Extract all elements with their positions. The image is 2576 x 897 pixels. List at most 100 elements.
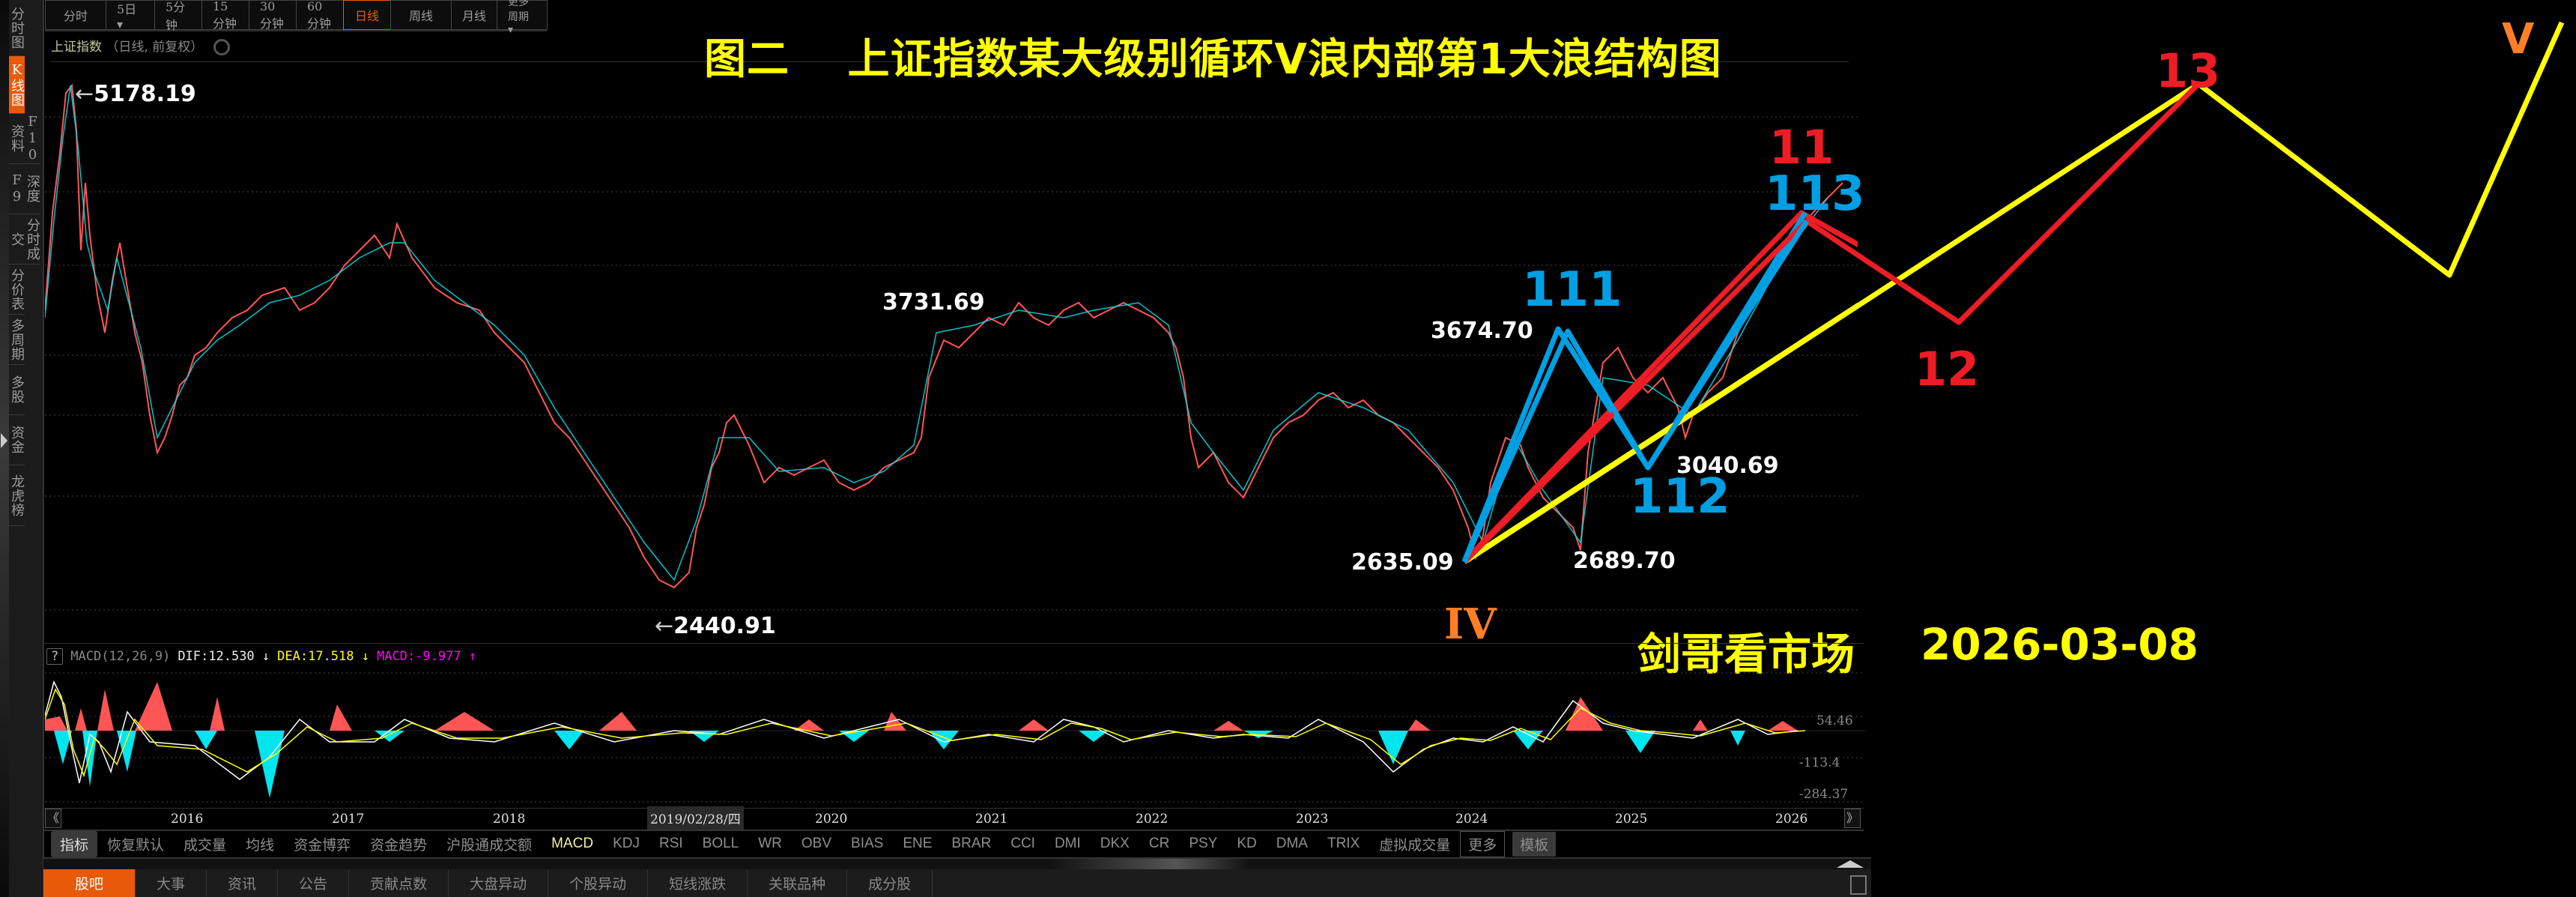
indicator-cci[interactable]: CCI — [1010, 836, 1035, 851]
indicator-kd[interactable]: KD — [1237, 836, 1257, 851]
period-5day[interactable]: 5日 ▾ — [106, 0, 155, 31]
macd-name: MACD(12,26,9) — [70, 649, 171, 664]
wave-label-113: 113 — [1765, 166, 1865, 222]
period-daily[interactable]: 日线 — [343, 0, 391, 30]
macd-axis-label: 54.46 — [1816, 713, 1853, 728]
indicator-trix[interactable]: TRIX — [1327, 836, 1360, 851]
period-5min[interactable]: 5分钟 — [154, 0, 202, 32]
year-tick: 2021 — [975, 812, 1008, 827]
gear-icon[interactable] — [213, 39, 230, 55]
indicator-more-button[interactable]: 更多 — [1460, 830, 1506, 857]
price-label-3040: 3040.69 — [1676, 453, 1779, 479]
period-monthly[interactable]: 月线 — [451, 0, 497, 30]
instrument-name: 上证指数 — [51, 40, 102, 55]
wave-label-V: V — [2502, 15, 2535, 64]
year-tick: 2024 — [1455, 812, 1488, 827]
price-label-3674: 3674.70 — [1431, 318, 1533, 344]
left-collapse-strip[interactable] — [0, 0, 9, 897]
dock-icon[interactable] — [1850, 875, 1867, 895]
indicator-capital-game[interactable]: 资金博弈 — [294, 837, 351, 854]
indicator-rsi[interactable]: RSI — [658, 836, 683, 851]
chart-title: 图二 上证指数某大级别循环Ⅴ浪内部第1大浪结构图 — [704, 35, 1722, 84]
year-tick: 2023 — [1296, 812, 1329, 827]
tab-contribution[interactable]: 贡献点数 — [349, 869, 449, 897]
period-more-dropdown[interactable]: 更多周期 ▾ — [497, 0, 548, 36]
indicator-ma[interactable]: 均线 — [246, 837, 275, 854]
tab-stock-movement[interactable]: 个股异动 — [548, 869, 649, 897]
period-weekly[interactable]: 周线 — [390, 0, 452, 30]
indicator-boll[interactable]: BOLL — [702, 836, 739, 851]
tab-announcements[interactable]: 公告 — [278, 869, 350, 897]
indicator-hkconnect[interactable]: 沪股通成交额 — [446, 837, 533, 854]
macd-header: ? MACD(12,26,9) DIF:12.530 ↓ DEA:17.518 … — [46, 648, 476, 665]
wave-label-12: 12 — [1915, 342, 1980, 396]
tab-news[interactable]: 资讯 — [207, 869, 279, 897]
indicator-tab-main[interactable]: 指标 — [51, 830, 98, 857]
price-label-2440: ←2440.91 — [655, 613, 776, 639]
indicator-ene[interactable]: ENE — [903, 836, 933, 851]
indicator-dma[interactable]: DMA — [1276, 836, 1308, 851]
sidebar-item-price-table[interactable]: 分价表 — [9, 265, 25, 315]
wave-label-13: 13 — [2156, 43, 2221, 98]
wave-label-11: 11 — [1769, 120, 1834, 175]
indicator-wr[interactable]: WR — [758, 836, 782, 851]
bottom-tabs: 股吧 大事 资讯 公告 贡献点数 大盘异动 个股异动 短线涨跌 关联品种 成分股 — [43, 869, 1871, 897]
price-series — [45, 83, 1843, 589]
sidebar-item-f9[interactable]: 深度F9 — [9, 164, 40, 214]
indicator-kdj[interactable]: KDJ — [613, 836, 640, 851]
panel-splitter[interactable] — [43, 859, 1871, 869]
indicator-reset[interactable]: 恢复默认 — [107, 837, 165, 854]
collapse-up-icon[interactable] — [1837, 860, 1864, 868]
indicator-cr[interactable]: CR — [1148, 836, 1170, 851]
period-toolbar: 分时 5日 ▾ 5分钟 15分钟 30分钟 60分钟 日线 周线 月线 更多周期… — [45, 0, 548, 36]
period-timeshare[interactable]: 分时 — [45, 0, 106, 30]
indicator-capital-trend[interactable]: 资金趋势 — [370, 837, 428, 854]
indicator-dmi[interactable]: DMI — [1054, 836, 1081, 851]
year-tick: 2020 — [815, 812, 848, 827]
wave-label-112: 112 — [1630, 469, 1730, 525]
tab-guba[interactable]: 股吧 — [43, 869, 136, 897]
indicator-bias[interactable]: BIAS — [851, 836, 884, 851]
price-label-3731: 3731.69 — [882, 289, 985, 315]
indicator-obv[interactable]: OBV — [801, 836, 832, 851]
tab-market-movement[interactable]: 大盘异动 — [449, 869, 549, 897]
time-axis[interactable]: 《 2016 2017 2018 20 2019/02/28/四 2020 20… — [43, 806, 1864, 831]
chart-caption: 上证指数 （日线, 前复权） — [51, 36, 230, 55]
indicator-brar[interactable]: BRAR — [951, 836, 992, 851]
scroll-right-button[interactable]: 》 — [1844, 809, 1861, 828]
indicator-bar: 指标 恢复默认 成交量 均线 资金博弈 资金趋势 沪股通成交额 MACD KDJ… — [43, 830, 1871, 859]
indicator-psy[interactable]: PSY — [1189, 836, 1218, 851]
period-15min[interactable]: 15分钟 — [201, 0, 249, 31]
year-tick: 2025 — [1615, 812, 1648, 827]
indicator-macd[interactable]: MACD — [551, 836, 594, 851]
macd-value: MACD:-9.977 ↑ — [376, 649, 477, 664]
indicator-volume[interactable]: 成交量 — [184, 837, 227, 854]
sidebar-item-capital[interactable]: 资金 — [9, 415, 25, 465]
tab-constituents[interactable]: 成分股 — [847, 869, 933, 897]
divider — [43, 643, 1864, 644]
scroll-left-button[interactable]: 《 — [45, 809, 61, 828]
macd-chart[interactable] — [45, 667, 1865, 806]
sidebar-item-multi-stock[interactable]: 多股 — [9, 365, 25, 415]
indicator-dkx[interactable]: DKX — [1100, 836, 1130, 851]
price-label-5178: ←5178.19 — [75, 81, 196, 107]
wave-label-IV: IV — [1444, 599, 1497, 649]
year-tick: 2022 — [1136, 812, 1169, 827]
author-label: 剑哥看市场 — [1637, 629, 1855, 680]
tab-events[interactable]: 大事 — [136, 869, 207, 897]
indicator-template-button[interactable]: 模板 — [1512, 831, 1557, 857]
tab-short-term[interactable]: 短线涨跌 — [648, 869, 748, 897]
sidebar-item-f10[interactable]: F10资料 — [9, 114, 40, 164]
sidebar-item-dragon-tiger[interactable]: 龙虎榜 — [9, 465, 25, 526]
sidebar-item-tick-trades[interactable]: 分时成交 — [9, 214, 40, 265]
indicator-virtual-volume[interactable]: 虚拟成交量 — [1379, 837, 1451, 854]
tab-related[interactable]: 关联品种 — [748, 869, 848, 897]
year-tick: 2016 — [171, 812, 204, 827]
sidebar-item-multi-period[interactable]: 多周期 — [9, 315, 25, 365]
period-60min[interactable]: 60分钟 — [296, 0, 344, 31]
period-30min[interactable]: 30分钟 — [249, 0, 297, 31]
sidebar-item-timeshare[interactable]: 分时图 — [9, 0, 25, 56]
help-button[interactable]: ? — [46, 648, 64, 665]
expand-arrow-icon[interactable] — [1, 433, 7, 448]
sidebar-item-kline[interactable]: K线图 — [9, 56, 25, 114]
